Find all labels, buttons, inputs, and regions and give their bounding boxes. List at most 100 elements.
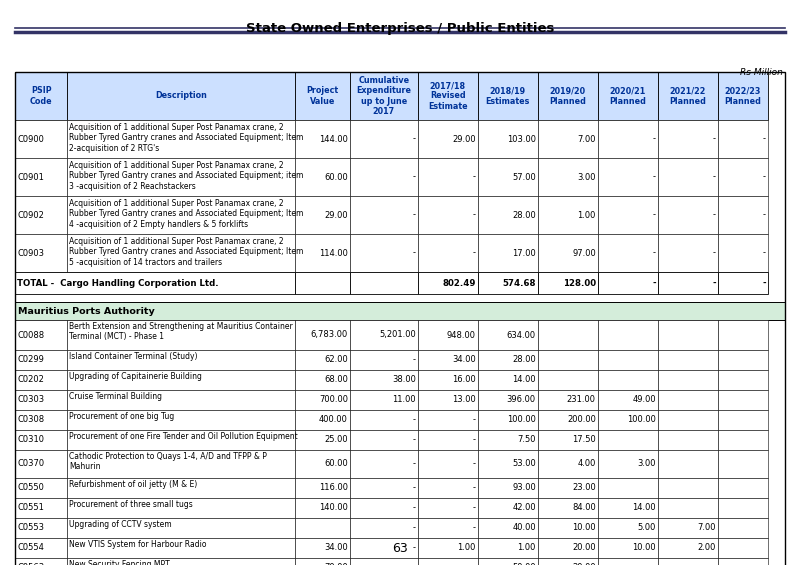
Bar (718, 196, 768, 234)
Text: C0202: C0202 (17, 376, 44, 385)
Bar (718, 558, 768, 565)
Bar (67, 430, 294, 450)
Text: Mauritius Ports Authority: Mauritius Ports Authority (18, 306, 154, 315)
Bar (718, 390, 768, 410)
Bar (658, 390, 718, 410)
Text: 200.00: 200.00 (567, 415, 596, 424)
Text: -: - (713, 172, 716, 181)
Bar (67, 410, 294, 430)
Bar (718, 320, 768, 350)
Text: C0901: C0901 (17, 172, 44, 181)
Bar (294, 158, 350, 196)
Text: -: - (413, 524, 416, 532)
Text: 57.00: 57.00 (512, 172, 536, 181)
Bar (478, 558, 538, 565)
Bar (478, 72, 538, 120)
Text: -: - (763, 211, 766, 219)
Text: Island Container Terminal (Study): Island Container Terminal (Study) (70, 352, 198, 361)
Text: 2022/23
Planned: 2022/23 Planned (725, 86, 762, 106)
Text: 100.00: 100.00 (507, 415, 536, 424)
Bar (350, 234, 418, 272)
Text: -: - (473, 503, 476, 512)
Text: 38.00: 38.00 (392, 376, 416, 385)
Bar (658, 410, 718, 430)
Bar (67, 518, 294, 538)
Text: 396.00: 396.00 (506, 396, 536, 405)
Bar (418, 320, 478, 350)
Text: -: - (413, 415, 416, 424)
Text: -: - (713, 249, 716, 258)
Bar (418, 450, 478, 478)
Bar (418, 196, 478, 234)
Text: -: - (413, 249, 416, 258)
Bar (658, 234, 718, 272)
Bar (67, 72, 294, 120)
Bar (294, 272, 350, 294)
Text: 1.00: 1.00 (458, 544, 476, 553)
Bar (418, 158, 478, 196)
Bar (478, 158, 538, 196)
Bar (350, 370, 418, 390)
Bar (294, 538, 350, 558)
Bar (538, 558, 598, 565)
Bar (67, 320, 294, 350)
Text: Description: Description (155, 92, 207, 101)
Bar (598, 272, 658, 294)
Text: 144.00: 144.00 (319, 134, 348, 144)
Bar (350, 518, 418, 538)
Bar (598, 498, 658, 518)
Bar (478, 518, 538, 538)
Text: Procurement of one Fire Tender and Oil Pollution Equipment: Procurement of one Fire Tender and Oil P… (70, 432, 298, 441)
Text: Acquisition of 1 additional Super Post Panamax crane, 2
Rubber Tyred Gantry cran: Acquisition of 1 additional Super Post P… (70, 237, 304, 267)
Bar (294, 72, 350, 120)
Bar (718, 370, 768, 390)
Bar (67, 478, 294, 498)
Text: 29.00: 29.00 (324, 211, 348, 219)
Bar (478, 390, 538, 410)
Text: C0550: C0550 (17, 484, 44, 493)
Bar (294, 498, 350, 518)
Text: 97.00: 97.00 (572, 249, 596, 258)
Bar (478, 120, 538, 158)
Text: 28.00: 28.00 (512, 355, 536, 364)
Bar (478, 272, 538, 294)
Bar (15, 538, 67, 558)
Text: 400.00: 400.00 (319, 415, 348, 424)
Text: Rs Million: Rs Million (740, 68, 783, 77)
Text: -: - (762, 279, 766, 288)
Bar (718, 158, 768, 196)
Bar (598, 558, 658, 565)
Bar (350, 410, 418, 430)
Bar (294, 390, 350, 410)
Text: -: - (473, 249, 476, 258)
Bar (538, 350, 598, 370)
Bar (15, 558, 67, 565)
Bar (598, 370, 658, 390)
Text: 634.00: 634.00 (506, 331, 536, 340)
Text: Cruise Terminal Building: Cruise Terminal Building (70, 392, 162, 401)
Bar (478, 234, 538, 272)
Text: 60.00: 60.00 (324, 459, 348, 468)
Bar (294, 350, 350, 370)
Bar (718, 518, 768, 538)
Bar (15, 518, 67, 538)
Bar (718, 72, 768, 120)
Text: -: - (473, 459, 476, 468)
Text: 62.00: 62.00 (324, 355, 348, 364)
Bar (67, 350, 294, 370)
Text: C0088: C0088 (17, 331, 44, 340)
Text: 14.00: 14.00 (632, 503, 656, 512)
Text: -: - (473, 563, 476, 565)
Text: -: - (413, 544, 416, 553)
Bar (658, 370, 718, 390)
Bar (294, 234, 350, 272)
Text: 7.00: 7.00 (698, 524, 716, 532)
Text: -: - (763, 172, 766, 181)
Text: 574.68: 574.68 (502, 279, 536, 288)
Bar (350, 350, 418, 370)
Bar (294, 518, 350, 538)
Bar (478, 498, 538, 518)
Bar (15, 196, 67, 234)
Text: 948.00: 948.00 (446, 331, 476, 340)
Text: -: - (473, 172, 476, 181)
